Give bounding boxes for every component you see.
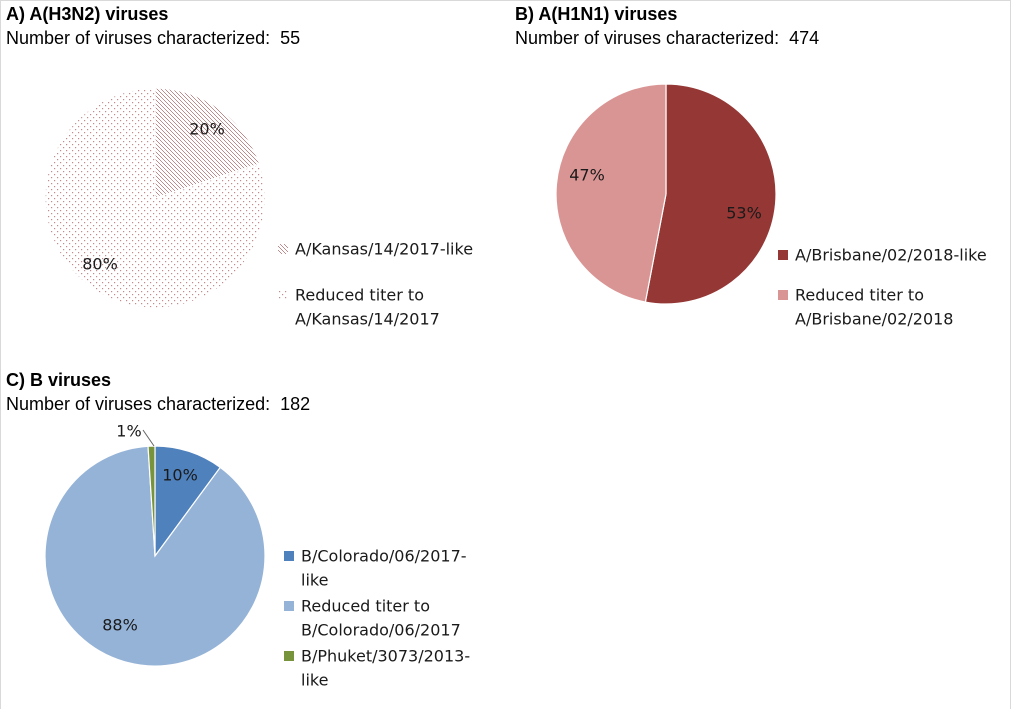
legend-swatch [284, 651, 294, 661]
legend-swatch [284, 601, 294, 611]
panel-subtitle: Number of viruses characterized: 55 [6, 28, 300, 49]
panel-h1n1: B) A(H1N1) viruses Number of viruses cha… [509, 0, 1009, 360]
legend: B/Colorado/06/2017- like Reduced titer to B… [284, 547, 470, 690]
pie-slice-reduced-titer-to-a-brisbane-02-2018 [555, 83, 667, 303]
legend-label: B/Phuket/3073/2013- [301, 647, 470, 666]
legend-item-reduced-titer-to-a-brisbane-02-2018: Reduced titer to A/Brisbane/02/2018 [778, 286, 953, 329]
subtitle-label: Number of viruses characterized: [515, 28, 780, 48]
frame-left-border [0, 0, 1, 709]
legend-label: B/Colorado/06/2017- [301, 547, 467, 566]
legend-label: A/Kansas/14/2017 [295, 310, 440, 329]
legend-item-reduced-titer-to-b-colorado-06-2017: Reduced titer to B/Colorado/06/2017 [284, 597, 461, 640]
legend-item-b-phuket-3073-2013-like: B/Phuket/3073/2013- like [284, 647, 470, 690]
legend-label: like [301, 671, 328, 690]
slice-data-label: 80% [82, 255, 118, 274]
legend-swatch [278, 290, 288, 300]
slice-data-label: 20% [189, 120, 225, 139]
pie-slice-a-brisbane-02-2018-like [644, 83, 777, 305]
pie-slice-a-kansas-14-2017-like [154, 87, 261, 199]
pie-chart-h3n2: 20% 80% A/Kansas/14/2017-like Reduced titer… [44, 87, 473, 329]
pie-slice-b-phuket-3073-2013-like [147, 445, 156, 557]
subtitle-label: Number of viruses characterized: [6, 394, 271, 414]
slice-data-label: 47% [569, 166, 605, 185]
legend-swatch [284, 551, 294, 561]
label-leader-line [142, 429, 155, 447]
legend-label: A/Kansas/14/2017-like [295, 240, 473, 259]
legend-item-b-colorado-06-2017-like: B/Colorado/06/2017- like [284, 547, 467, 590]
panel-title: C) B viruses [6, 370, 112, 390]
legend-swatch [778, 250, 788, 260]
pie-slice-reduced-titer-to-b-colorado-06-2017 [44, 445, 266, 667]
slice-data-label: 53% [726, 204, 762, 223]
slice-data-label: 88% [102, 616, 138, 635]
legend-item-a-kansas-14-2017-like: A/Kansas/14/2017-like [278, 240, 473, 259]
panel-title: B) A(H1N1) viruses [515, 4, 678, 24]
pie-chart-h1n1: 53% 47% A/Brisbane/02/2018-like Reduced tit… [555, 83, 987, 329]
legend-label: A/Brisbane/02/2018 [795, 310, 953, 329]
frame-top-border [0, 0, 1011, 1]
subtitle-label: Number of viruses characterized: [6, 28, 271, 48]
legend-label: B/Colorado/06/2017 [301, 621, 461, 640]
slice-data-label: 1% [116, 422, 141, 441]
legend-label: like [301, 571, 328, 590]
panel-subtitle: Number of viruses characterized: 182 [6, 394, 310, 415]
panel-h3n2: A) A(H3N2) viruses Number of viruses cha… [0, 0, 500, 360]
legend-label: Reduced titer to [795, 286, 924, 305]
panel-b: C) B viruses Number of viruses character… [0, 366, 500, 709]
pie-slice-reduced-titer-to-a-kansas-14-2017 [44, 87, 266, 309]
slice-data-label: 10% [162, 466, 198, 485]
legend-label: Reduced titer to [301, 597, 430, 616]
legend-item-reduced-titer-to-a-kansas-14-2017: Reduced titer to A/Kansas/14/2017 [278, 286, 440, 329]
virus-count: 55 [280, 28, 301, 48]
legend-swatch [278, 244, 288, 254]
legend-label: A/Brisbane/02/2018-like [795, 246, 987, 265]
legend: A/Kansas/14/2017-like Reduced titer to A/K… [278, 240, 473, 329]
virus-count: 182 [280, 394, 311, 414]
panel-subtitle: Number of viruses characterized: 474 [515, 28, 819, 49]
legend-swatch [778, 290, 788, 300]
virus-count: 474 [789, 28, 820, 48]
legend-label: Reduced titer to [295, 286, 424, 305]
legend: A/Brisbane/02/2018-like Reduced titer to A… [778, 246, 987, 329]
panel-title: A) A(H3N2) viruses [6, 4, 169, 24]
pie-chart-b: 10% 88% 1% B/Colorado/06/2017- like Reduced t… [44, 422, 470, 690]
legend-item-a-brisbane-02-2018-like: A/Brisbane/02/2018-like [778, 246, 987, 265]
